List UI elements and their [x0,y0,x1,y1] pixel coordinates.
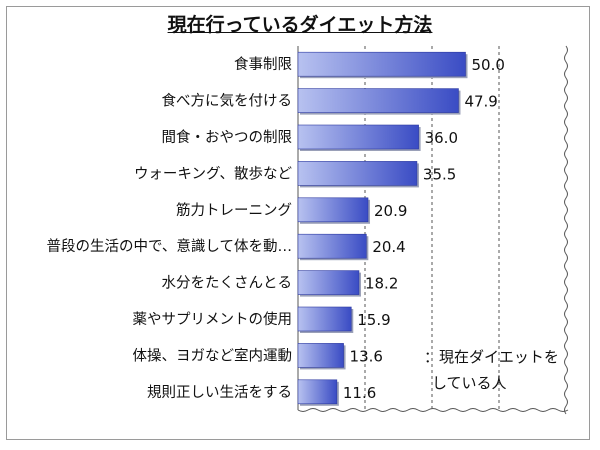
category-label: 水分をたくさんとる [162,275,293,292]
legend: ：現在ダイエットを している人 [424,344,559,396]
category-label: 体操、ヨガなど室内運動 [133,347,293,364]
value-label: 35.5 [423,165,456,183]
chart-title: 現在行っているダイエット方法 [167,14,433,36]
axis-break-line [564,45,568,415]
bar [297,51,466,77]
x-axis-wavy-line [297,408,569,412]
category-label: 普段の生活の中で、意識して体を動… [47,237,292,255]
value-label: 15.9 [357,311,390,329]
category-label: 薬やサプリメントの使用 [133,311,293,328]
bar [297,306,352,332]
bar [297,233,367,259]
legend-line-2: している人 [432,374,507,392]
bar [297,197,369,223]
bar [297,124,419,150]
category-label: 食べ方に気を付ける [162,93,293,110]
bar [297,88,459,113]
chart-frame [6,6,590,440]
value-label: 36.0 [425,129,458,147]
legend-line-1: ：現在ダイエットを [424,348,559,366]
category-label: 食事制限 [234,56,292,73]
category-label: 規則正しい生活をする [147,384,292,401]
value-label: 20.9 [374,202,407,220]
value-label: 13.6 [350,347,383,365]
bar [297,343,344,368]
value-label: 50.0 [472,56,505,74]
bar [297,379,338,405]
value-label: 47.9 [464,93,497,111]
category-label: 間食・おやつの制限 [162,129,293,146]
value-label: 20.4 [372,238,405,256]
bar [297,161,418,186]
category-label: ウォーキング、散歩など [134,165,293,182]
value-label: 11.6 [343,384,376,402]
category-label: 筋力トレーニング [176,202,292,219]
bar [297,270,360,295]
value-label: 18.2 [365,275,398,293]
